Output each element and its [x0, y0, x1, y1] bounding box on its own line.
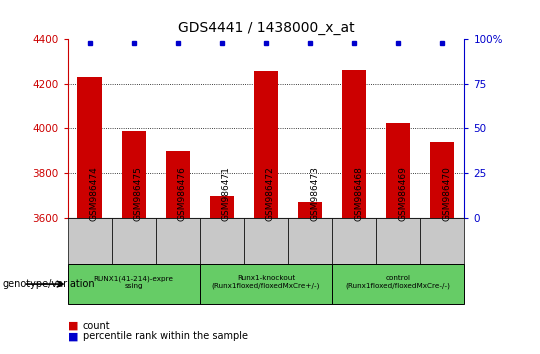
Text: percentile rank within the sample: percentile rank within the sample: [83, 331, 248, 341]
Title: GDS4441 / 1438000_x_at: GDS4441 / 1438000_x_at: [178, 21, 354, 35]
Text: RUNX1(41-214)-expre
ssing: RUNX1(41-214)-expre ssing: [93, 275, 174, 289]
Bar: [68, 218, 112, 264]
Text: control
(Runx1floxed/floxedMxCre-/-): control (Runx1floxed/floxedMxCre-/-): [346, 275, 451, 289]
Bar: [200, 264, 332, 304]
Bar: [210, 196, 234, 218]
Text: ■: ■: [68, 321, 78, 331]
Bar: [332, 264, 464, 304]
Text: GSM986475: GSM986475: [133, 166, 143, 221]
Bar: [68, 264, 200, 304]
Text: ■: ■: [68, 331, 78, 341]
Bar: [288, 218, 332, 264]
Text: GSM986474: GSM986474: [90, 167, 98, 221]
Bar: [376, 218, 420, 264]
Bar: [200, 218, 244, 264]
Bar: [122, 131, 146, 218]
Text: GSM986472: GSM986472: [266, 167, 275, 221]
Bar: [77, 77, 102, 218]
Bar: [254, 72, 278, 218]
Bar: [386, 123, 410, 218]
Text: Runx1-knockout
(Runx1floxed/floxedMxCre+/-): Runx1-knockout (Runx1floxed/floxedMxCre+…: [212, 275, 320, 289]
Bar: [342, 70, 366, 218]
Text: count: count: [83, 321, 110, 331]
Bar: [156, 218, 200, 264]
Bar: [244, 218, 288, 264]
Bar: [166, 151, 190, 218]
Text: GSM986470: GSM986470: [442, 166, 451, 221]
Bar: [112, 218, 156, 264]
Text: GSM986473: GSM986473: [310, 166, 319, 221]
Bar: [332, 218, 376, 264]
Text: GSM986471: GSM986471: [222, 166, 231, 221]
Text: genotype/variation: genotype/variation: [3, 279, 96, 289]
Bar: [298, 202, 322, 218]
Bar: [430, 142, 455, 218]
Bar: [420, 218, 464, 264]
Text: GSM986469: GSM986469: [398, 166, 407, 221]
Text: GSM986476: GSM986476: [178, 166, 187, 221]
Text: GSM986468: GSM986468: [354, 166, 363, 221]
